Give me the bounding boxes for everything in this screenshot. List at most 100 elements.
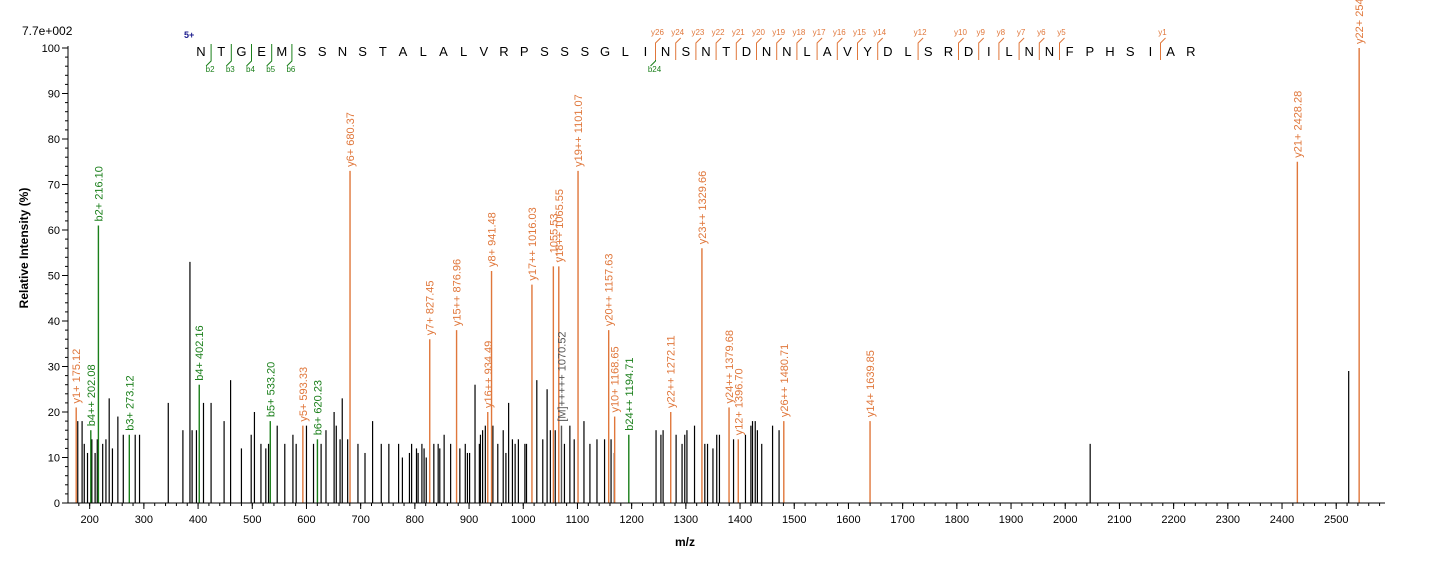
y-tick-label: 60 (48, 225, 60, 237)
peak-label: y12+ 1396.70 (733, 368, 745, 435)
sequence-residue: S (358, 44, 367, 59)
sequence-residue: V (843, 44, 852, 59)
sequence-residue: S (318, 44, 327, 59)
peak-label: [M]+++++ 1070.52 (556, 331, 568, 421)
y-ion-bracket (1160, 37, 1166, 60)
sequence-residue: S (580, 44, 589, 59)
y-ion-tag: y9 (976, 28, 985, 37)
y-ion-bracket (776, 37, 783, 60)
sequence-residue: L (904, 44, 911, 59)
y-tick-label: 20 (48, 407, 60, 419)
sequence-residue: N (661, 44, 670, 59)
y-ion-tag: y22 (712, 28, 725, 37)
peak-label: y24++ 1379.68 (724, 330, 736, 403)
sequence-residue: Y (863, 44, 872, 59)
x-tick-label: 1900 (999, 514, 1023, 526)
sequence-residue: A (439, 44, 448, 59)
y-ion-tag: y19 (772, 28, 785, 37)
peak-label: y22+ 2542.31 (1354, 0, 1366, 44)
y-tick-label: 10 (48, 453, 60, 465)
y-ion-tag: y15 (853, 28, 866, 37)
peak-label: y20++ 1157.63 (604, 254, 616, 327)
sequence-residue: L (1005, 44, 1012, 59)
x-tick-label: 400 (189, 514, 207, 526)
sequence-residue: G (600, 44, 610, 59)
sequence-residue: N (338, 44, 347, 59)
peak-label: b5+ 533.20 (265, 362, 277, 417)
sequence-residue: S (681, 44, 690, 59)
y-ion-bracket (715, 37, 722, 60)
y-ion-bracket (655, 37, 661, 60)
b-ion-bracket (650, 44, 656, 67)
x-tick-label: 2100 (1107, 514, 1131, 526)
peak-label: y10+ 1168.65 (610, 346, 622, 412)
y-tick-label: 90 (48, 89, 60, 101)
y-ion-bracket (735, 37, 742, 60)
sequence-residue: N (701, 44, 710, 59)
y-ion-tag: y16 (833, 28, 846, 37)
y-ion-tag: y24 (671, 28, 684, 37)
sequence-residue: S (1126, 44, 1135, 59)
y-ion-bracket (877, 37, 884, 60)
peak-label: y5+ 593.33 (298, 367, 310, 422)
x-tick-label: 1000 (511, 514, 535, 526)
sequence-residue: L (420, 44, 427, 59)
peak-label: y21+ 2428.28 (1292, 91, 1304, 158)
y-ion-tag: y21 (732, 28, 745, 37)
y-tick-label: 80 (48, 134, 60, 146)
y-ion-bracket (1059, 37, 1065, 60)
sequence-residue: S (924, 44, 933, 59)
x-tick-label: 1400 (728, 514, 752, 526)
sequence-residue: N (1025, 44, 1034, 59)
sequence-residue: S (540, 44, 549, 59)
y-ion-bracket (796, 37, 803, 60)
sequence-residue: D (883, 44, 892, 59)
peak-label: y8+ 941.48 (487, 212, 499, 267)
peak-label: b4+ 402.16 (194, 325, 206, 380)
x-tick-label: 1700 (890, 514, 914, 526)
peak-label: b24++ 1194.71 (624, 358, 636, 431)
axes-layer: 200 300 400 500 600 700 800 900 1000 1100 1200 1300… (42, 43, 1385, 526)
sequence-residue: I (644, 44, 648, 59)
sequence-residue: R (944, 44, 953, 59)
sequence-residue: P (1085, 44, 1094, 59)
sequence-residue: N (1045, 44, 1054, 59)
y-ion-tag: y18 (792, 28, 805, 37)
sequence-residue: L (460, 44, 467, 59)
sequence-residue: T (379, 44, 387, 59)
b-ion-bracket (246, 44, 252, 67)
y-ion-tag: y1 (1158, 28, 1167, 37)
y-tick-label: 0 (54, 498, 60, 510)
sequence-residue: R (499, 44, 508, 59)
x-tick-label: 2300 (1216, 514, 1240, 526)
sequence-residue: V (479, 44, 488, 59)
sequence-residue: T (217, 44, 225, 59)
y-tick-label: 40 (48, 316, 60, 328)
x-tick-label: 1100 (566, 514, 590, 526)
sequence-residue: R (1186, 44, 1195, 59)
sequence-residue: D (964, 44, 973, 59)
x-tick-label: 600 (297, 514, 315, 526)
x-tick-label: 2500 (1324, 514, 1348, 526)
b-ion-tag: b3 (226, 65, 235, 74)
x-tick-label: 1500 (782, 514, 806, 526)
y-ion-tag: y26 (651, 28, 664, 37)
sequence-residue: L (622, 44, 629, 59)
y-ion-bracket (978, 37, 985, 60)
y-ion-bracket (917, 37, 924, 60)
sequence-residue: P (520, 44, 529, 59)
b-ion-bracket (205, 44, 212, 67)
peptide-sequence-annotation: 5+N T G E M S S N S T A L A L V R P S S S G L I N S N T D N N L A V Y D L S R… (184, 28, 1195, 74)
x-tick-label: 1600 (836, 514, 860, 526)
x-tick-label: 1200 (619, 514, 643, 526)
peak-label: y18++ 1065.55 (554, 189, 566, 262)
sequence-residue: F (1066, 44, 1074, 59)
sequence-residue: L (803, 44, 810, 59)
sequence-residue: I (987, 44, 991, 59)
sequence-residue: S (560, 44, 569, 59)
peak-label: y17++ 1016.03 (527, 207, 539, 280)
x-tick-label: 200 (80, 514, 98, 526)
peak-label: b4++ 202.08 (86, 364, 98, 426)
peak-label: y22++ 1272.11 (666, 335, 678, 408)
peaks-layer (75, 48, 1360, 503)
